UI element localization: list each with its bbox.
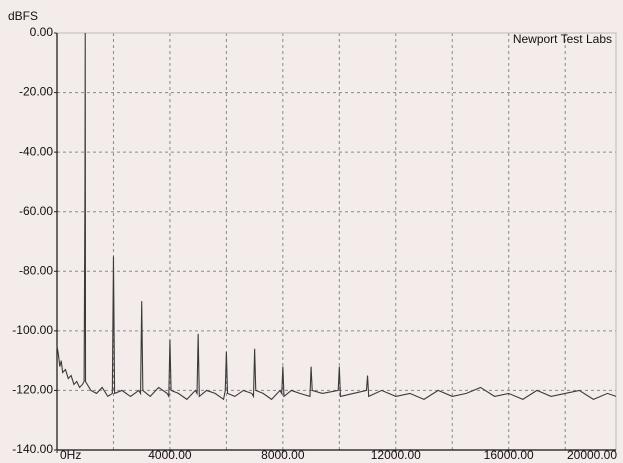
y-tick-label: -140.00 (12, 442, 53, 456)
y-tick-label: -60.00 (19, 204, 53, 218)
annotation: Newport Test Labs (513, 32, 612, 46)
spectrum-line (56, 32, 617, 401)
x-tick-label: 8000.00 (261, 448, 305, 462)
x-tick-label: 12000.00 (371, 448, 421, 462)
y-tick-label: -100.00 (12, 323, 53, 337)
x-tick-label: 0Hz (60, 448, 81, 462)
y-axis-label: dBFS (8, 9, 38, 23)
y-tick-label: -80.00 (19, 263, 53, 277)
x-tick-label: 4000.00 (148, 448, 192, 462)
y-tick-label: -40.00 (19, 144, 53, 158)
y-tick-label: 0.00 (30, 25, 54, 39)
x-tick-label: 16000.00 (484, 448, 534, 462)
x-tick-label: 20000.00 (567, 448, 617, 462)
y-tick-label: -120.00 (12, 383, 53, 397)
y-tick-label: -20.00 (19, 85, 53, 99)
